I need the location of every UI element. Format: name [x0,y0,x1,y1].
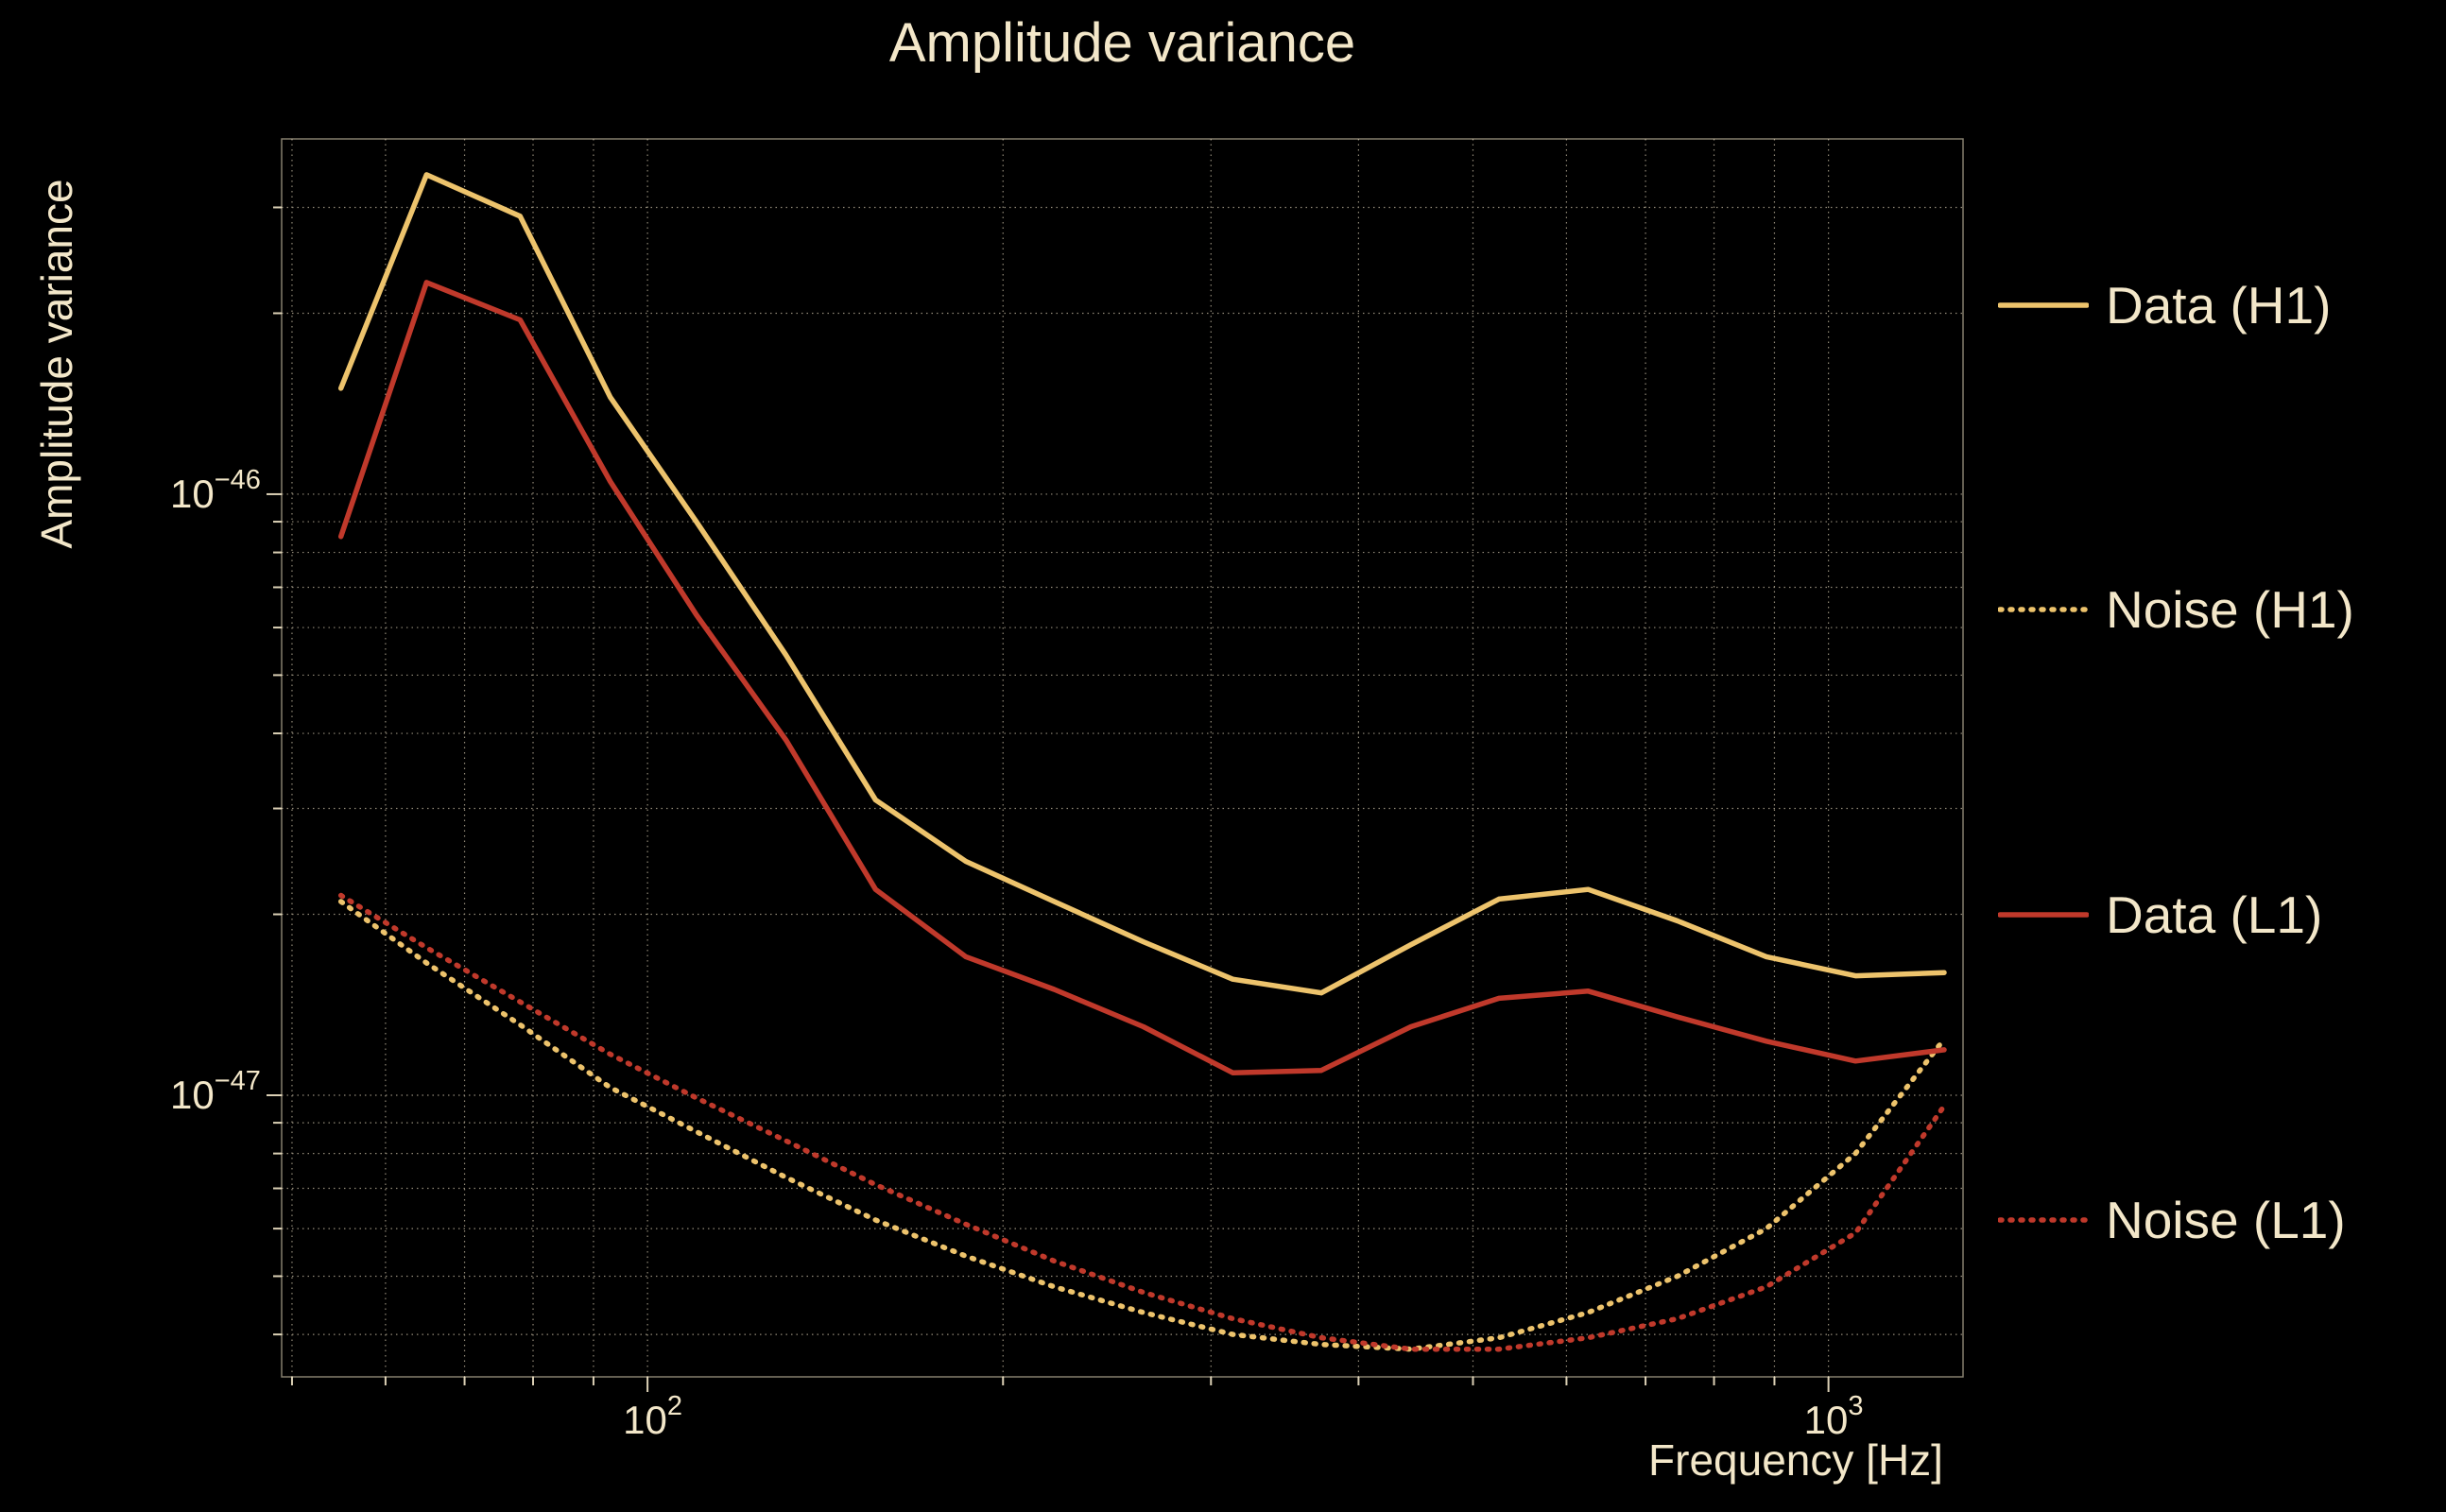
series-noise-l1 [337,892,1947,1352]
series-data-l1 [337,280,1947,1075]
tick-label: 103 [1804,1391,1864,1442]
legend-line-sample-noise-l1 [1998,1217,2089,1223]
legend-item-noise-l1: Noise (L1) [1998,1190,2346,1250]
legend-label-noise-l1: Noise (L1) [2106,1191,2346,1249]
grid [282,139,1963,1377]
tick-label: 10−46 [170,465,261,516]
tick-marks [267,206,1830,1392]
plot-frame [281,138,1964,1378]
legend-line-sample-noise-h1 [1998,607,2089,612]
series-noise-h1 [337,899,1947,1352]
tick-label: 10−47 [170,1066,261,1117]
legend-item-data-l1: Data (L1) [1998,885,2322,945]
legend: Data (H1) Noise (H1) Data (L1) Noise (L1) [1998,0,2442,1512]
tick-labels: 102 103 10−46 10−47 [170,465,1863,1442]
legend-item-data-h1: Data (H1) [1998,275,2331,335]
chart-title: Amplitude variance [888,12,1356,74]
legend-label-data-l1: Data (L1) [2106,885,2323,944]
legend-line-sample-data-l1 [1998,912,2089,918]
legend-item-noise-h1: Noise (H1) [1998,579,2354,640]
series-data-h1 [337,172,1947,996]
tick-label: 102 [623,1391,682,1442]
legend-label-data-h1: Data (H1) [2106,276,2332,335]
legend-label-noise-h1: Noise (H1) [2106,580,2354,639]
legend-line-sample-data-h1 [1998,302,2089,308]
x-axis-label: Frequency [Hz] [1648,1435,1943,1485]
